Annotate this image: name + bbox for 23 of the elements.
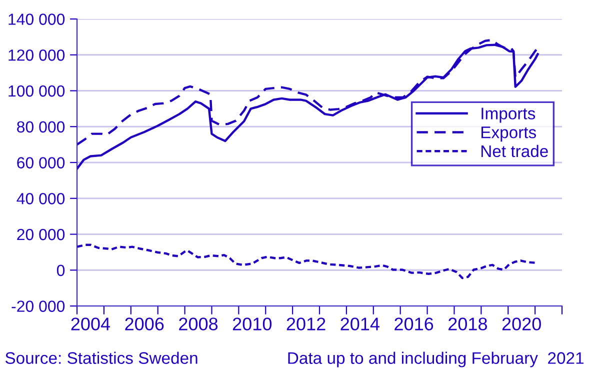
legend-label: Exports — [481, 126, 536, 142]
x-tick-label: 2006 — [125, 318, 164, 330]
x-tick-label: 2010 — [232, 318, 272, 330]
y-tick-label: 40 000 — [16, 193, 65, 204]
y-tick-label: 100 000 — [8, 85, 65, 97]
x-tick-label: 2004 — [71, 318, 110, 330]
y-tick-label: 120 000 — [8, 50, 65, 61]
y-tick-label: -20 000 — [12, 300, 65, 312]
x-tick-label: 2016 — [394, 318, 434, 330]
y-tick-label: 140 000 — [8, 14, 65, 25]
legend-label: Imports — [482, 108, 536, 123]
x-tick-label: 2014 — [340, 318, 380, 330]
x-tick-label: 2020 — [502, 318, 541, 330]
x-tick-label: 2012 — [286, 318, 326, 330]
y-tick-label: 60 000 — [17, 157, 65, 168]
y-tick-label: 0 — [56, 264, 65, 276]
y-tick-label: 80 000 — [17, 121, 65, 133]
source-note: Source: Statistics Sweden — [5, 352, 198, 364]
x-tick-label: 2018 — [448, 318, 487, 330]
text: Data up to and including February 2021 — [288, 352, 584, 368]
y-tick-label: 20 000 — [17, 228, 65, 240]
legend-label: Net trade — [481, 144, 548, 158]
x-tick-label: 2008 — [179, 318, 218, 330]
